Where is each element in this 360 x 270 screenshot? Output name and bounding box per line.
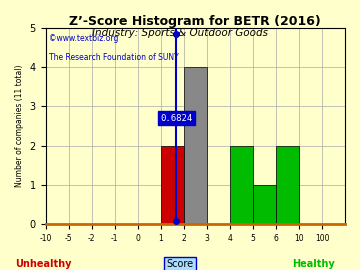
Bar <box>184 67 207 224</box>
Text: 0.6824: 0.6824 <box>160 114 193 123</box>
Text: ©www.textbiz.org: ©www.textbiz.org <box>49 34 118 43</box>
Y-axis label: Number of companies (11 total): Number of companies (11 total) <box>15 65 24 187</box>
Text: The Research Foundation of SUNY: The Research Foundation of SUNY <box>49 53 178 62</box>
Text: Healthy: Healthy <box>292 259 334 269</box>
Bar <box>161 146 184 224</box>
Text: Score: Score <box>166 259 194 269</box>
Text: Industry: Sports & Outdoor Goods: Industry: Sports & Outdoor Goods <box>92 28 268 38</box>
Bar <box>230 146 253 224</box>
Text: Unhealthy: Unhealthy <box>15 259 71 269</box>
Bar <box>253 185 276 224</box>
Title: Z’-Score Histogram for BETR (2016): Z’-Score Histogram for BETR (2016) <box>69 15 321 28</box>
Bar <box>276 146 299 224</box>
